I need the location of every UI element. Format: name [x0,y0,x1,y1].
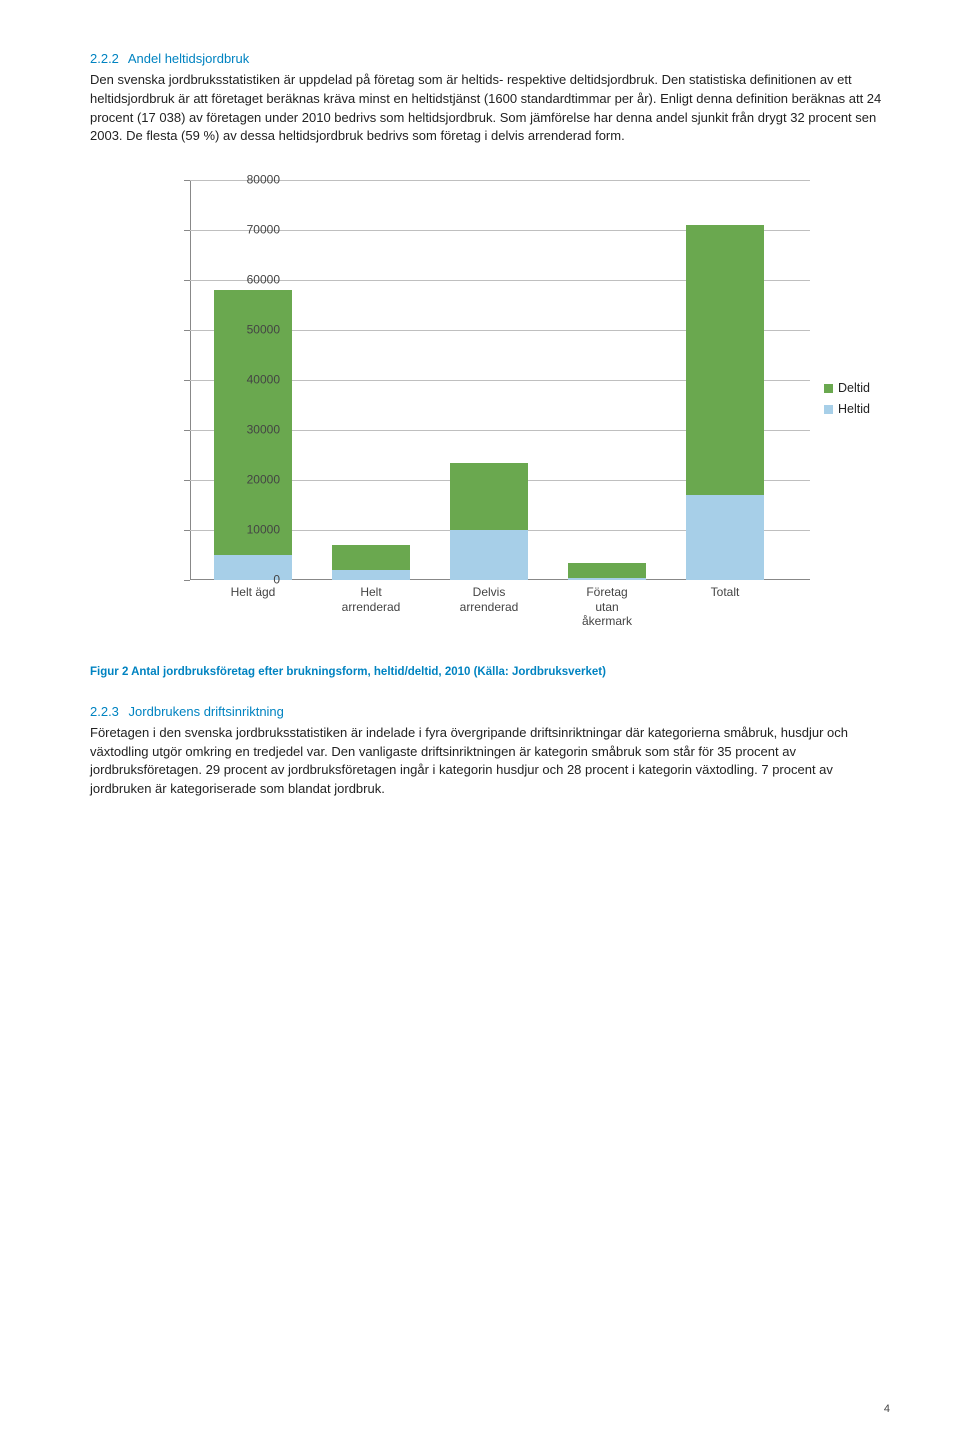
y-tick [184,180,190,181]
legend-swatch [824,405,833,414]
bar-segment-heltid [686,495,764,580]
section-number-2: 2.2.3 [90,703,119,722]
y-axis-label: 70000 [220,222,280,239]
x-axis-label: Delvisarrenderad [439,585,539,614]
section-title-1: Andel heltidsjordbruk [128,51,249,66]
section-heading-1: 2.2.2 Andel heltidsjordbruk [90,50,890,69]
bar-segment-deltid [332,545,410,570]
x-axis-label: Totalt [675,585,775,599]
x-axis-label: Helt ägd [203,585,303,599]
legend-item: Heltid [824,400,870,418]
bar-segment-heltid [568,578,646,581]
legend-label: Heltid [838,400,870,418]
page-number: 4 [884,1402,890,1418]
y-axis-label: 10000 [220,522,280,539]
y-tick [184,430,190,431]
section-1-paragraph: Den svenska jordbruksstatistiken är uppd… [90,71,890,146]
legend-label: Deltid [838,379,870,397]
chart-plot-area [190,180,810,580]
bar-segment-heltid [450,530,528,580]
y-tick [184,330,190,331]
y-axis-label: 20000 [220,472,280,489]
y-axis-label: 40000 [220,372,280,389]
bar-segment-heltid [332,570,410,580]
bar-segment-deltid [568,563,646,578]
section-title-2: Jordbrukens driftsinriktning [129,704,284,719]
section-number-1: 2.2.2 [90,50,119,69]
y-tick [184,530,190,531]
bar-segment-deltid [450,463,528,531]
y-axis-label: 80000 [220,172,280,189]
chart-gridline [190,180,810,181]
chart-legend: Deltid Heltid [824,376,870,421]
legend-swatch [824,384,833,393]
section-heading-2: 2.2.3 Jordbrukens driftsinriktning [90,703,890,722]
y-tick [184,380,190,381]
y-axis-label: 60000 [220,272,280,289]
y-tick [184,280,190,281]
section-2-paragraph: Företagen i den svenska jordbruksstatist… [90,724,890,799]
y-axis-label: 50000 [220,322,280,339]
y-tick [184,230,190,231]
y-axis-label: 30000 [220,422,280,439]
bar-segment-deltid [686,225,764,495]
stacked-bar-chart: DeltidHeltid 010000200003000040000500006… [120,170,840,650]
y-tick [184,480,190,481]
figure-caption: Figur 2 Antal jordbruksföretag efter bru… [90,664,890,681]
y-tick [184,580,190,581]
legend-item: Deltid [824,379,870,397]
x-axis-label: Företagutanåkermark [557,585,657,628]
x-axis-label: Heltarrenderad [321,585,421,614]
